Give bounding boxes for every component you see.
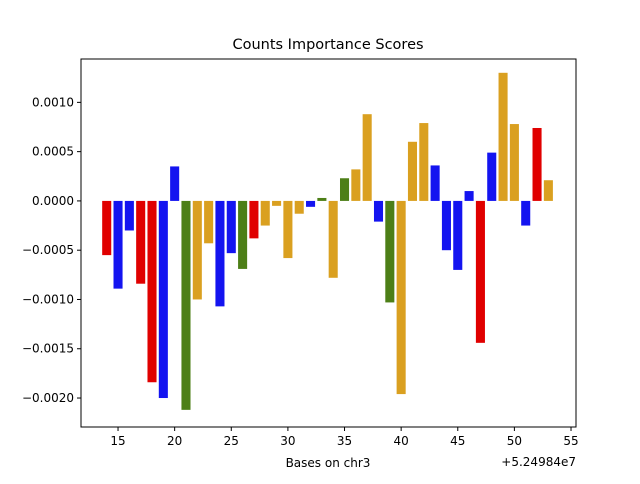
bar xyxy=(487,152,497,201)
bar xyxy=(351,169,361,201)
x-tick-label: 50 xyxy=(507,434,522,448)
bar xyxy=(124,200,134,231)
bar xyxy=(385,200,395,303)
bar xyxy=(419,123,429,201)
bar xyxy=(407,141,418,201)
y-tick-label: −0.0005 xyxy=(22,243,74,257)
plot-frame xyxy=(80,58,577,428)
x-tick-label: 35 xyxy=(337,434,352,448)
bar xyxy=(283,200,293,259)
bar xyxy=(102,200,112,256)
bar xyxy=(317,197,327,201)
bar xyxy=(158,200,168,399)
bar xyxy=(113,200,123,289)
bar xyxy=(147,200,157,383)
bar xyxy=(521,200,531,226)
bar xyxy=(215,200,225,307)
bar xyxy=(306,200,316,207)
bar xyxy=(362,114,372,201)
y-tick-label: −0.0015 xyxy=(22,342,74,356)
bar xyxy=(170,166,180,201)
bar xyxy=(430,165,440,201)
bar xyxy=(272,200,282,206)
bar xyxy=(339,178,350,201)
y-tick-label: −0.0010 xyxy=(22,292,74,306)
bar xyxy=(136,200,146,284)
x-tick-label: 30 xyxy=(280,434,295,448)
bar xyxy=(464,191,474,201)
bar xyxy=(373,200,384,222)
x-tick-label: 15 xyxy=(110,434,125,448)
y-tick-label: −0.0020 xyxy=(22,391,74,405)
x-tick-label: 25 xyxy=(224,434,239,448)
bar xyxy=(475,200,485,343)
x-tick-label: 45 xyxy=(450,434,465,448)
bar xyxy=(543,180,553,201)
y-tick-label: 0.0000 xyxy=(32,194,74,208)
chart-title: Counts Importance Scores xyxy=(232,37,423,53)
x-axis-label: Bases on chr3 xyxy=(286,456,371,470)
bar xyxy=(294,200,304,214)
y-tick-label: 0.0010 xyxy=(32,95,74,109)
bar xyxy=(509,124,519,201)
bar xyxy=(441,200,451,251)
bar xyxy=(396,200,406,395)
bar xyxy=(204,200,214,244)
x-offset-label: +5.24984e7 xyxy=(501,455,576,469)
x-tick-label: 40 xyxy=(394,434,409,448)
bar xyxy=(453,200,463,270)
bar xyxy=(226,200,236,254)
x-tick-label: 55 xyxy=(563,434,578,448)
bar xyxy=(181,200,191,410)
bar xyxy=(249,200,259,239)
x-tick-label: 20 xyxy=(167,434,182,448)
bar xyxy=(192,200,202,300)
bar xyxy=(260,200,270,226)
bar xyxy=(328,200,338,278)
bar xyxy=(238,200,248,269)
bar xyxy=(532,127,542,201)
bar xyxy=(498,72,508,201)
y-tick-label: 0.0005 xyxy=(32,145,74,159)
